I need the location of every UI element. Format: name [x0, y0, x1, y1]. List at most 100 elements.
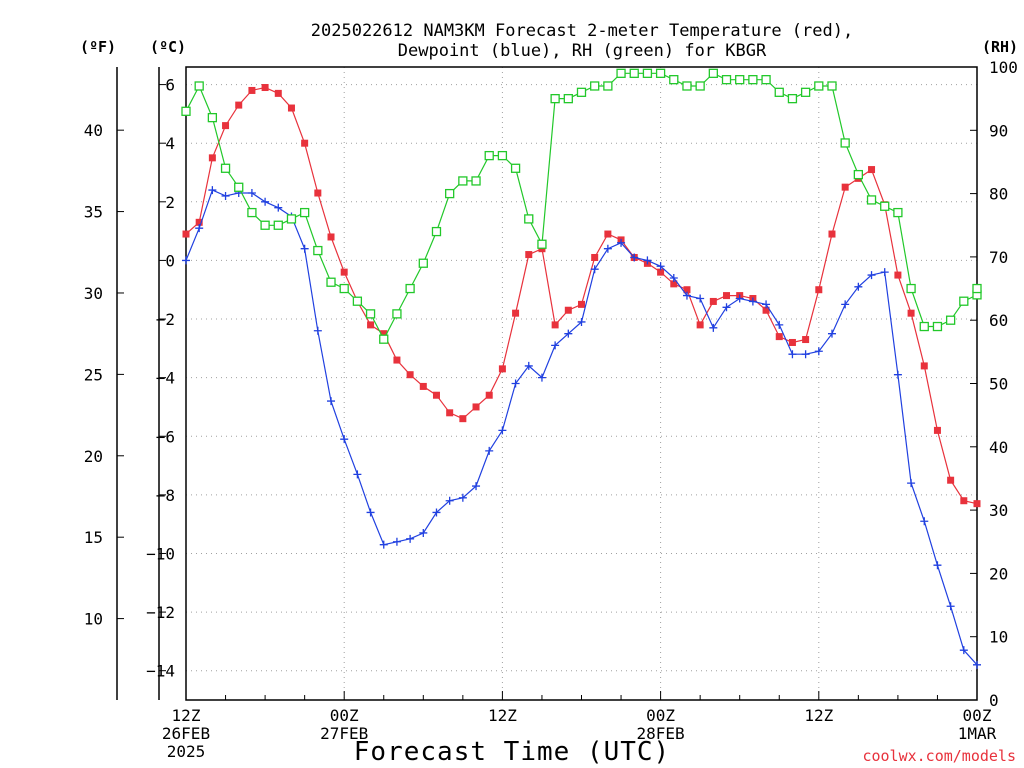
- temperature-point: [788, 338, 796, 346]
- dewpoint-point: [775, 320, 784, 329]
- chart-title-line2: Dewpoint (blue), RH (green) for KBGR: [398, 41, 767, 61]
- celsius-tick-label: −10: [146, 544, 175, 563]
- fahrenheit-axis-ticks: 10 15 20 25 30 35 40: [84, 121, 124, 629]
- temperature-point: [657, 268, 665, 276]
- rh-point: [326, 277, 336, 287]
- dewpoint-point: [920, 517, 929, 526]
- dewpoint-point: [485, 446, 494, 455]
- rh-tick-label: 60: [989, 311, 1008, 330]
- dewpoint-line: [185, 189, 978, 666]
- temperature-point: [446, 409, 454, 417]
- temperature-point: [973, 500, 981, 508]
- temperature-point: [380, 330, 388, 338]
- dewpoint-point: [445, 496, 454, 505]
- rh-tick-label: 30: [989, 501, 1008, 520]
- dewpoint-point: [406, 534, 415, 543]
- rh-point: [800, 87, 811, 97]
- temperature-point: [933, 426, 941, 434]
- dewpoint-point: [827, 329, 836, 338]
- dewpoint-point: [959, 646, 968, 655]
- dewpoint-point: [261, 197, 270, 206]
- time-tick-label-date: 28FEB: [637, 724, 685, 743]
- dewpoint-series: [182, 186, 981, 669]
- rh-point: [497, 150, 508, 161]
- celsius-tick-label: 4: [165, 134, 175, 153]
- dewpoint-point: [603, 244, 612, 253]
- dewpoint-point: [577, 317, 586, 326]
- rh-point: [735, 75, 745, 85]
- time-tick-label-hour: 12Z: [804, 706, 833, 725]
- celsius-tick-label: −14: [146, 662, 175, 681]
- temperature-point: [327, 233, 335, 241]
- rh-axis-ticks: 0 10 20 30 40 50 60 70 80 90 100: [970, 58, 1018, 710]
- temperature-point: [670, 280, 678, 288]
- rh-point: [682, 81, 692, 91]
- fahrenheit-tick-label: 25: [84, 365, 103, 384]
- temperature-point: [696, 321, 704, 329]
- rh-point: [484, 150, 494, 161]
- dewpoint-point: [247, 189, 256, 198]
- temperature-point: [367, 321, 375, 329]
- dewpoint-point: [907, 479, 916, 488]
- dewpoint-point: [933, 561, 942, 570]
- rh-point: [695, 81, 705, 91]
- dewpoint-point: [551, 341, 560, 350]
- temperature-point: [920, 362, 928, 370]
- temperature-point: [802, 336, 810, 344]
- rh-point: [866, 195, 877, 205]
- dewpoint-point: [300, 244, 309, 253]
- dewpoint-point: [340, 435, 349, 444]
- rh-point: [247, 207, 257, 218]
- dewpoint-point: [221, 191, 230, 200]
- temperature-point: [841, 183, 849, 191]
- temperature-point: [182, 230, 190, 238]
- dewpoint-point: [696, 294, 705, 303]
- rh-point: [286, 214, 297, 224]
- rh-point: [445, 188, 455, 199]
- temperature-point: [261, 84, 269, 92]
- dewpoint-point: [537, 373, 546, 382]
- time-tick-label-date: 27FEB: [320, 724, 368, 743]
- dewpoint-point: [841, 300, 850, 309]
- rh-point: [365, 309, 376, 319]
- temperature-point: [815, 286, 823, 294]
- temperature-point: [591, 253, 599, 261]
- dewpoint-point: [946, 602, 955, 611]
- dewpoint-point: [722, 303, 731, 312]
- rh-point: [563, 94, 573, 104]
- dewpoint-point: [327, 397, 336, 406]
- dewpoint-point: [392, 537, 401, 546]
- rh-point: [181, 106, 191, 116]
- dewpoint-point: [682, 291, 691, 300]
- temperature-point: [762, 306, 770, 314]
- time-tick-label-year: 2025: [167, 742, 206, 761]
- rh-point: [537, 239, 547, 249]
- temperature-point: [222, 122, 230, 130]
- temperature-point: [525, 251, 533, 259]
- rh-point: [932, 321, 943, 332]
- dewpoint-point: [195, 224, 204, 233]
- rh-point: [550, 94, 560, 104]
- temperature-point: [512, 309, 520, 317]
- dewpoint-point: [366, 508, 375, 517]
- dewpoint-point: [472, 482, 481, 491]
- dewpoint-point: [656, 262, 665, 271]
- celsius-tick-label: 0: [165, 251, 175, 270]
- rh-point: [392, 309, 402, 319]
- temperature-point: [498, 365, 506, 373]
- rh-tick-label: 70: [989, 248, 1008, 267]
- rh-point: [906, 283, 916, 294]
- dewpoint-point: [748, 297, 757, 306]
- rh-point: [893, 207, 903, 218]
- temperature-point: [301, 139, 309, 147]
- fahrenheit-tick-label: 10: [84, 610, 103, 629]
- dewpoint-point: [854, 282, 863, 291]
- chart-title-line1: 2025022612 NAM3KM Forecast 2-meter Tempe…: [311, 21, 853, 41]
- rh-point: [959, 296, 969, 306]
- temperature-point: [235, 101, 243, 109]
- dewpoint-point: [564, 329, 573, 338]
- dewpoint-point: [617, 238, 626, 247]
- rh-point: [207, 112, 218, 123]
- rh-point: [220, 163, 231, 173]
